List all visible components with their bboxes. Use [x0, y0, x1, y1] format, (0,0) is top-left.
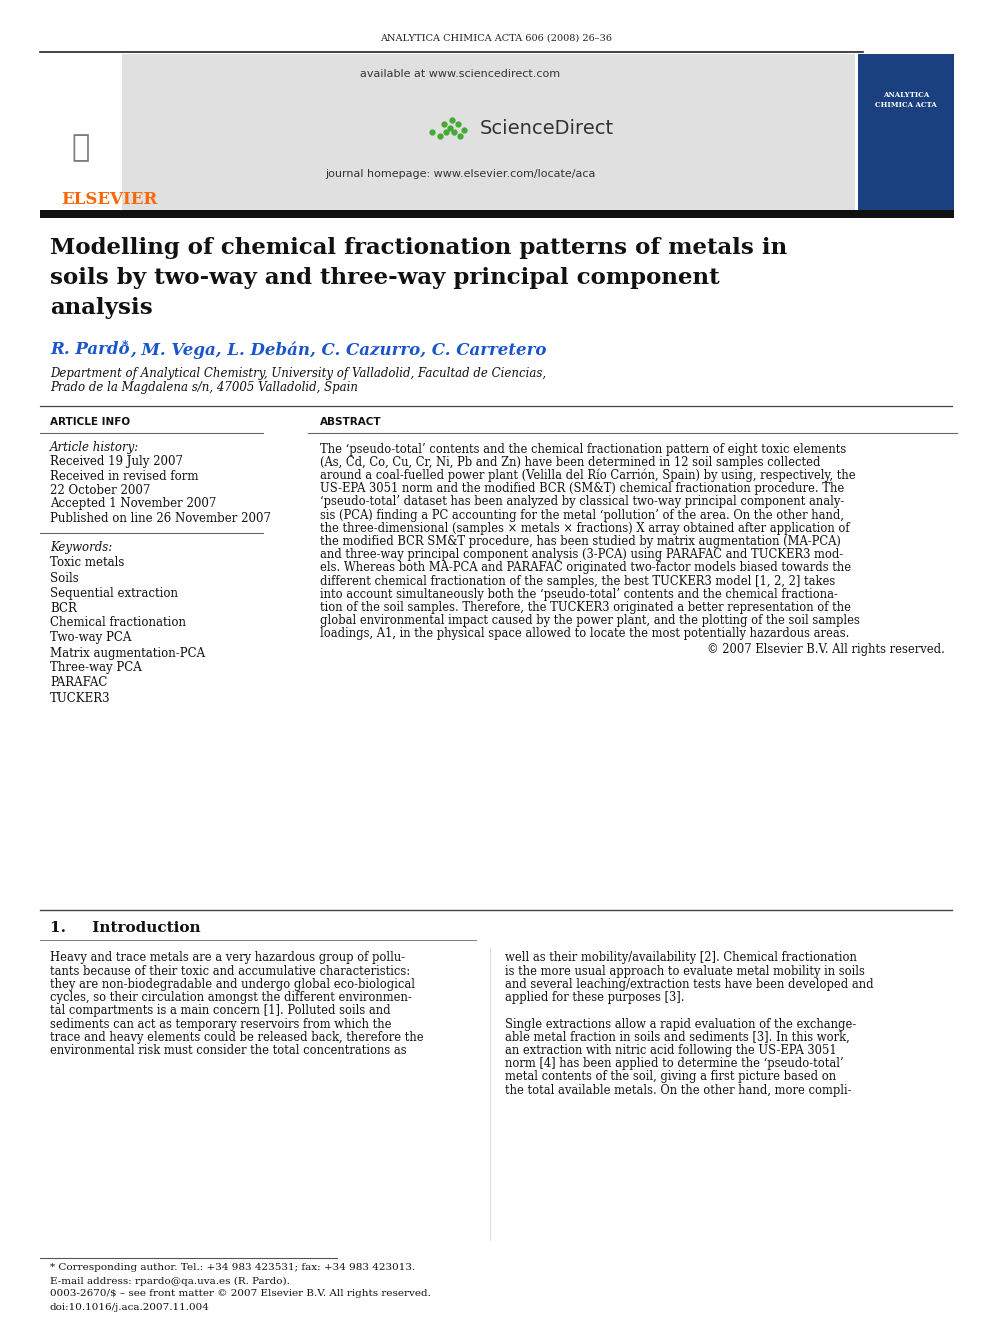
Text: The ‘pseudo-total’ contents and the chemical fractionation pattern of eight toxi: The ‘pseudo-total’ contents and the chem…	[320, 442, 846, 455]
Text: Keywords:: Keywords:	[50, 541, 112, 554]
Text: they are non-biodegradable and undergo global eco-biological: they are non-biodegradable and undergo g…	[50, 978, 415, 991]
Text: Modelling of chemical fractionation patterns of metals in: Modelling of chemical fractionation patt…	[50, 237, 788, 259]
Text: the total available metals. On the other hand, more compli-: the total available metals. On the other…	[505, 1084, 851, 1097]
Text: Chemical fractionation: Chemical fractionation	[50, 617, 186, 630]
Text: ANALYTICA
CHIMICA ACTA: ANALYTICA CHIMICA ACTA	[875, 91, 936, 108]
Text: ScienceDirect: ScienceDirect	[480, 119, 614, 138]
Text: norm [4] has been applied to determine the ‘pseudo-total’: norm [4] has been applied to determine t…	[505, 1057, 843, 1070]
Bar	[40, 54, 122, 212]
Text: Heavy and trace metals are a very hazardous group of pollu-: Heavy and trace metals are a very hazard…	[50, 951, 405, 964]
Text: tal compartments is a main concern [1]. Polluted soils and: tal compartments is a main concern [1]. …	[50, 1004, 391, 1017]
Text: (As, Cd, Co, Cu, Cr, Ni, Pb and Zn) have been determined in 12 soil samples coll: (As, Cd, Co, Cu, Cr, Ni, Pb and Zn) have…	[320, 455, 820, 468]
Text: global environmental impact caused by the power plant, and the plotting of the s: global environmental impact caused by th…	[320, 614, 860, 627]
Text: loadings, A1, in the physical space allowed to locate the most potentially hazar: loadings, A1, in the physical space allo…	[320, 627, 849, 640]
Text: applied for these purposes [3].: applied for these purposes [3].	[505, 991, 684, 1004]
Text: Prado de la Magdalena s/n, 47005 Valladolid, Spain: Prado de la Magdalena s/n, 47005 Vallado…	[50, 381, 358, 394]
Text: ‘pseudo-total’ dataset has been analyzed by classical two-way principal componen: ‘pseudo-total’ dataset has been analyzed…	[320, 495, 844, 508]
Text: an extraction with nitric acid following the US-EPA 3051: an extraction with nitric acid following…	[505, 1044, 836, 1057]
Text: 1.     Introduction: 1. Introduction	[50, 921, 200, 935]
Text: doi:10.1016/j.aca.2007.11.004: doi:10.1016/j.aca.2007.11.004	[50, 1303, 210, 1311]
Text: tants because of their toxic and accumulative characteristics:: tants because of their toxic and accumul…	[50, 964, 410, 978]
Text: R. Pardo: R. Pardo	[50, 341, 130, 359]
Text: well as their mobility/availability [2]. Chemical fractionation: well as their mobility/availability [2].…	[505, 951, 857, 964]
Text: analysis: analysis	[50, 296, 153, 319]
Text: Soils: Soils	[50, 572, 78, 585]
Text: Single extractions allow a rapid evaluation of the exchange-: Single extractions allow a rapid evaluat…	[505, 1017, 856, 1031]
Text: * Corresponding author. Tel.: +34 983 423531; fax: +34 983 423013.: * Corresponding author. Tel.: +34 983 42…	[50, 1263, 416, 1273]
Text: metal contents of the soil, giving a first picture based on: metal contents of the soil, giving a fir…	[505, 1070, 836, 1084]
Text: BCR: BCR	[50, 602, 76, 614]
Text: Accepted 1 November 2007: Accepted 1 November 2007	[50, 497, 216, 511]
Bar	[82, 54, 855, 212]
Text: soils by two-way and three-way principal component: soils by two-way and three-way principal…	[50, 267, 719, 288]
Text: PARAFAC: PARAFAC	[50, 676, 107, 689]
Text: Sequential extraction: Sequential extraction	[50, 586, 178, 599]
Text: cycles, so their circulation amongst the different environmen-: cycles, so their circulation amongst the…	[50, 991, 412, 1004]
Text: Department of Analytical Chemistry, University of Valladolid, Facultad de Cienci: Department of Analytical Chemistry, Univ…	[50, 368, 547, 381]
Text: Toxic metals: Toxic metals	[50, 557, 124, 569]
Text: journal homepage: www.elsevier.com/locate/aca: journal homepage: www.elsevier.com/locat…	[324, 169, 595, 179]
Bar	[40, 210, 954, 218]
Text: 🌳: 🌳	[71, 134, 90, 163]
Text: and three-way principal component analysis (3-PCA) using PARAFAC and TUCKER3 mod: and three-way principal component analys…	[320, 548, 843, 561]
Text: sis (PCA) finding a PC accounting for the metal ‘pollution’ of the area. On the : sis (PCA) finding a PC accounting for th…	[320, 508, 844, 521]
Text: US-EPA 3051 norm and the modified BCR (SM&T) chemical fractionation procedure. T: US-EPA 3051 norm and the modified BCR (S…	[320, 482, 844, 495]
Text: TUCKER3: TUCKER3	[50, 692, 111, 705]
Text: environmental risk must consider the total concentrations as: environmental risk must consider the tot…	[50, 1044, 407, 1057]
Text: Two-way PCA: Two-way PCA	[50, 631, 131, 644]
Text: Three-way PCA: Three-way PCA	[50, 662, 142, 675]
Text: *: *	[122, 340, 129, 352]
Text: trace and heavy elements could be released back, therefore the: trace and heavy elements could be releas…	[50, 1031, 424, 1044]
Text: Matrix augmentation-PCA: Matrix augmentation-PCA	[50, 647, 205, 659]
Text: , M. Vega, L. Debán, C. Cazurro, C. Carretero: , M. Vega, L. Debán, C. Cazurro, C. Carr…	[130, 341, 547, 359]
Text: Received in revised form: Received in revised form	[50, 470, 198, 483]
Text: 0003-2670/$ – see front matter © 2007 Elsevier B.V. All rights reserved.: 0003-2670/$ – see front matter © 2007 El…	[50, 1290, 431, 1298]
Text: into account simultaneously both the ‘pseudo-total’ contents and the chemical fr: into account simultaneously both the ‘ps…	[320, 587, 838, 601]
Text: tion of the soil samples. Therefore, the TUCKER3 originated a better representat: tion of the soil samples. Therefore, the…	[320, 601, 851, 614]
Text: the modified BCR SM&T procedure, has been studied by matrix augmentation (MA-PCA: the modified BCR SM&T procedure, has bee…	[320, 534, 841, 548]
Text: is the more usual approach to evaluate metal mobility in soils: is the more usual approach to evaluate m…	[505, 964, 865, 978]
Text: ARTICLE INFO: ARTICLE INFO	[50, 417, 130, 427]
Text: different chemical fractionation of the samples, the best TUCKER3 model [1, 2, 2: different chemical fractionation of the …	[320, 574, 835, 587]
Text: around a coal-fuelled power plant (Velilla del Río Carrión, Spain) by using, res: around a coal-fuelled power plant (Velil…	[320, 468, 856, 482]
Text: available at www.sciencedirect.com: available at www.sciencedirect.com	[360, 69, 560, 79]
Text: 22 October 2007: 22 October 2007	[50, 483, 151, 496]
Text: E-mail address: rpardo@qa.uva.es (R. Pardo).: E-mail address: rpardo@qa.uva.es (R. Par…	[50, 1277, 290, 1286]
Text: Received 19 July 2007: Received 19 July 2007	[50, 455, 183, 468]
Text: ELSEVIER: ELSEVIER	[61, 192, 158, 209]
Text: els. Whereas both MA-PCA and PARAFAC originated two-factor models biased towards: els. Whereas both MA-PCA and PARAFAC ori…	[320, 561, 851, 574]
Text: Published on line 26 November 2007: Published on line 26 November 2007	[50, 512, 271, 524]
Text: © 2007 Elsevier B.V. All rights reserved.: © 2007 Elsevier B.V. All rights reserved…	[707, 643, 945, 655]
Text: Article history:: Article history:	[50, 442, 139, 455]
Text: ANALYTICA CHIMICA ACTA 606 (2008) 26–36: ANALYTICA CHIMICA ACTA 606 (2008) 26–36	[380, 33, 612, 42]
Text: the three-dimensional (samples × metals × fractions) X array obtained after appl: the three-dimensional (samples × metals …	[320, 521, 849, 534]
Text: and several leaching/extraction tests have been developed and: and several leaching/extraction tests ha…	[505, 978, 874, 991]
Text: able metal fraction in soils and sediments [3]. In this work,: able metal fraction in soils and sedimen…	[505, 1031, 850, 1044]
Text: sediments can act as temporary reservoirs from which the: sediments can act as temporary reservoir…	[50, 1017, 392, 1031]
Text: ABSTRACT: ABSTRACT	[320, 417, 382, 427]
Bar	[858, 54, 954, 212]
